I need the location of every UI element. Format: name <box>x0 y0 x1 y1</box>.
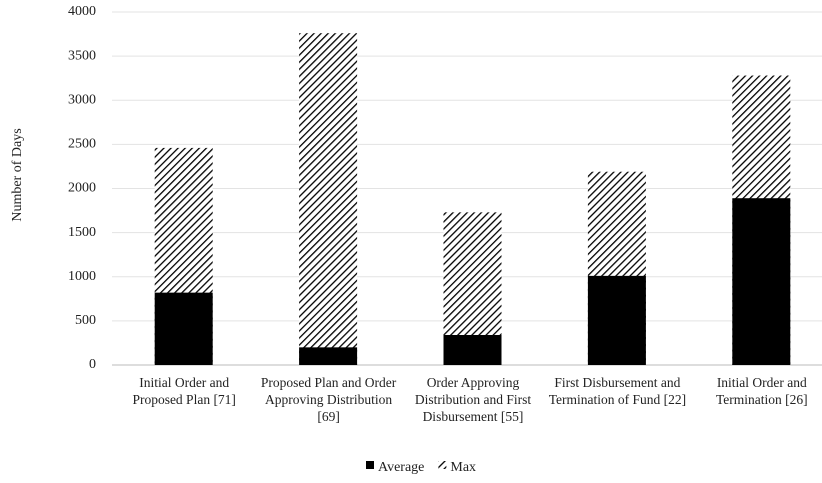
bar <box>587 275 646 365</box>
y-tick-label: 2000 <box>68 181 96 196</box>
bar <box>299 33 358 366</box>
x-tick-label: Proposed Plan and Order Approving Distri… <box>260 375 397 424</box>
bar <box>732 198 791 365</box>
y-tick-label: 2500 <box>68 137 96 152</box>
bar <box>299 347 358 365</box>
y-tick-label: 500 <box>75 313 96 328</box>
x-tick-label: Initial Order and Proposed Plan [71] <box>132 375 236 407</box>
legend-label: Max <box>450 460 476 475</box>
bar <box>443 334 502 365</box>
y-tick-label: 3500 <box>68 48 96 63</box>
y-tick-label: 1000 <box>68 269 96 284</box>
y-axis-label: Number of Days <box>10 128 25 221</box>
legend-swatch <box>366 461 374 469</box>
legend-label: Average <box>378 460 424 475</box>
x-tick-label: Initial Order and Termination [26] <box>715 375 808 407</box>
y-tick-label: 4000 <box>68 4 96 19</box>
y-tick-label: 0 <box>89 357 96 372</box>
y-tick-label: 1500 <box>68 225 96 240</box>
legend-swatch <box>438 461 447 469</box>
bar <box>154 292 213 365</box>
x-tick-label: First Disbursement and Termination of Fu… <box>548 375 687 407</box>
y-tick-label: 3000 <box>68 92 96 107</box>
x-tick-label: Order Approving Distribution and First D… <box>414 375 532 424</box>
